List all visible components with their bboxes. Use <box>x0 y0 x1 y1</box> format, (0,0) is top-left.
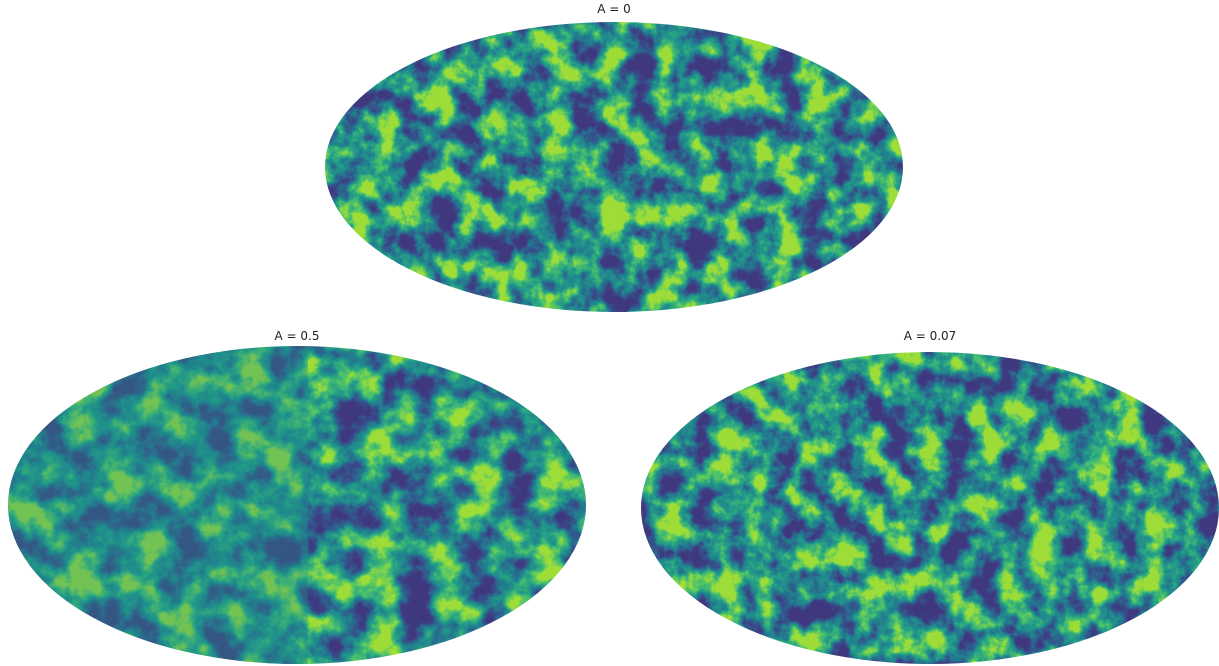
map-panel: A = 0.07 <box>641 329 1219 664</box>
map-panel: A = 0 <box>325 2 903 312</box>
panel-title: A = 0.5 <box>275 329 320 343</box>
panel-title: A = 0.07 <box>904 329 957 343</box>
sky-map <box>641 352 1219 664</box>
sky-map <box>325 22 903 312</box>
figure: A = 0 A = 0.5 A = 0.07 <box>0 0 1219 666</box>
map-panel: A = 0.5 <box>8 329 586 664</box>
panel-title: A = 0 <box>597 2 631 16</box>
sky-map <box>8 346 586 664</box>
